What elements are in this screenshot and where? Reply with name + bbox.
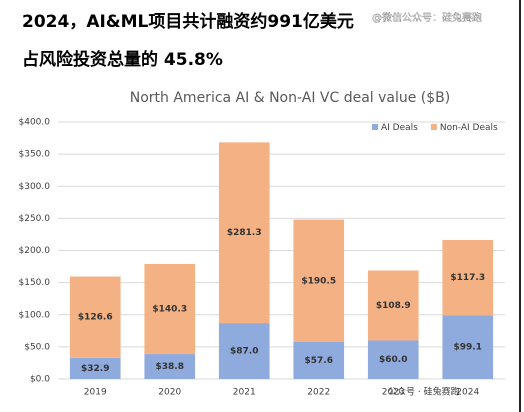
y-tick-label: $400.0 <box>19 118 51 128</box>
value-label: $60.0 <box>379 355 407 365</box>
title-line-1: 2024，AI&ML项目共计融资约991亿美元 <box>22 11 354 32</box>
chart-title: North America AI & Non-AI VC deal value … <box>130 90 451 106</box>
value-label: $190.5 <box>301 276 336 286</box>
x-tick-label: 2019 <box>84 388 107 398</box>
x-tick-label: 2023 <box>382 388 405 398</box>
y-tick-label: $300.0 <box>19 182 51 192</box>
value-label: $99.1 <box>454 343 482 353</box>
bar-segment <box>367 340 419 379</box>
value-label: $87.0 <box>230 347 258 357</box>
bar-segment <box>442 315 494 379</box>
y-tick-label: $150.0 <box>19 278 51 288</box>
value-label: $32.9 <box>81 364 109 374</box>
watermark: 公众号 · 硅兔赛跑 <box>388 386 460 398</box>
legend-swatch <box>430 124 437 130</box>
legend-swatch <box>372 124 378 130</box>
bar-segment <box>367 270 419 341</box>
legend-label: Non-AI Deals <box>440 123 498 133</box>
bar-segment <box>293 341 345 379</box>
value-label: $281.3 <box>227 228 262 238</box>
bar-segment <box>144 263 196 355</box>
value-label: $57.6 <box>305 356 333 366</box>
y-tick-label: $50.0 <box>24 342 50 352</box>
y-tick-label: $350.0 <box>19 150 51 160</box>
value-label: $108.9 <box>376 301 411 311</box>
bar-segment <box>218 323 270 379</box>
y-tick-label: $0.0 <box>30 375 50 385</box>
title-line-2: 占风险投资总量的 45.8% <box>22 49 223 70</box>
bar-segment <box>442 239 494 316</box>
bar-segment <box>69 357 121 379</box>
y-tick-label: $250.0 <box>19 214 51 224</box>
value-label: $117.3 <box>450 273 485 283</box>
x-tick-label: 2020 <box>158 388 181 398</box>
value-label: $126.6 <box>78 313 113 323</box>
x-tick-label: 2021 <box>233 388 256 398</box>
value-label: $38.8 <box>156 362 184 372</box>
x-tick-label: 2022 <box>307 388 330 398</box>
bar-segment <box>218 142 270 324</box>
y-tick-label: $200.0 <box>19 246 51 256</box>
bar-segment <box>69 276 121 358</box>
watermark: @微信公众号：硅兔赛跑 <box>372 11 482 24</box>
bar-segment <box>293 219 345 342</box>
bar-segment <box>144 354 196 379</box>
value-label: $140.3 <box>152 304 187 314</box>
y-tick-label: $100.0 <box>19 310 51 320</box>
legend-label: AI Deals <box>381 123 418 133</box>
x-tick-label: 2024 <box>456 388 479 398</box>
